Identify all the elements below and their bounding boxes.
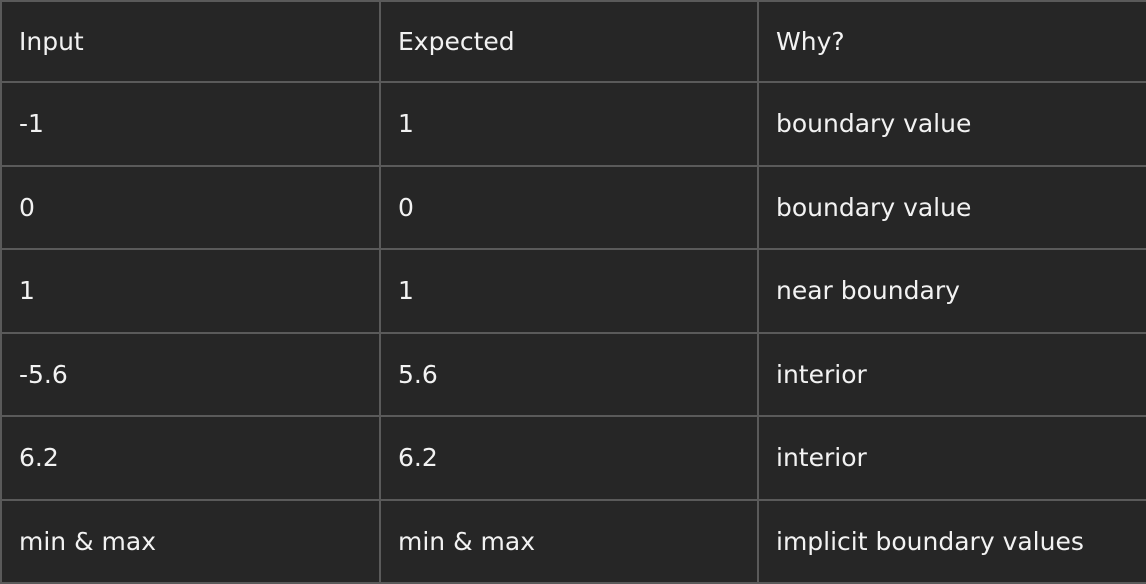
input-cell: 0 [0,164,381,250]
table-row: -1 1 boundary value [0,81,1146,167]
table-row: 1 1 near boundary [0,248,1146,334]
why-cell: implicit boundary values [757,498,1146,584]
column-header-why: Why? [757,0,1146,83]
input-cell: 1 [0,248,381,334]
table-row: 0 0 boundary value [0,164,1146,250]
why-cell: boundary value [757,164,1146,250]
input-cell: -1 [0,81,381,167]
why-cell: near boundary [757,248,1146,334]
expected-cell: 5.6 [379,331,759,417]
table-row: 6.2 6.2 interior [0,415,1146,501]
why-cell: interior [757,415,1146,501]
expected-cell: min & max [379,498,759,584]
expected-cell: 6.2 [379,415,759,501]
input-cell: 6.2 [0,415,381,501]
why-cell: boundary value [757,81,1146,167]
table-row: min & max min & max implicit boundary va… [0,498,1146,584]
column-header-expected: Expected [379,0,759,83]
table-header-row: Input Expected Why? [0,0,1146,83]
expected-cell: 1 [379,81,759,167]
expected-cell: 1 [379,248,759,334]
input-cell: min & max [0,498,381,584]
column-header-input: Input [0,0,381,83]
table-row: -5.6 5.6 interior [0,331,1146,417]
expected-cell: 0 [379,164,759,250]
input-cell: -5.6 [0,331,381,417]
why-cell: interior [757,331,1146,417]
